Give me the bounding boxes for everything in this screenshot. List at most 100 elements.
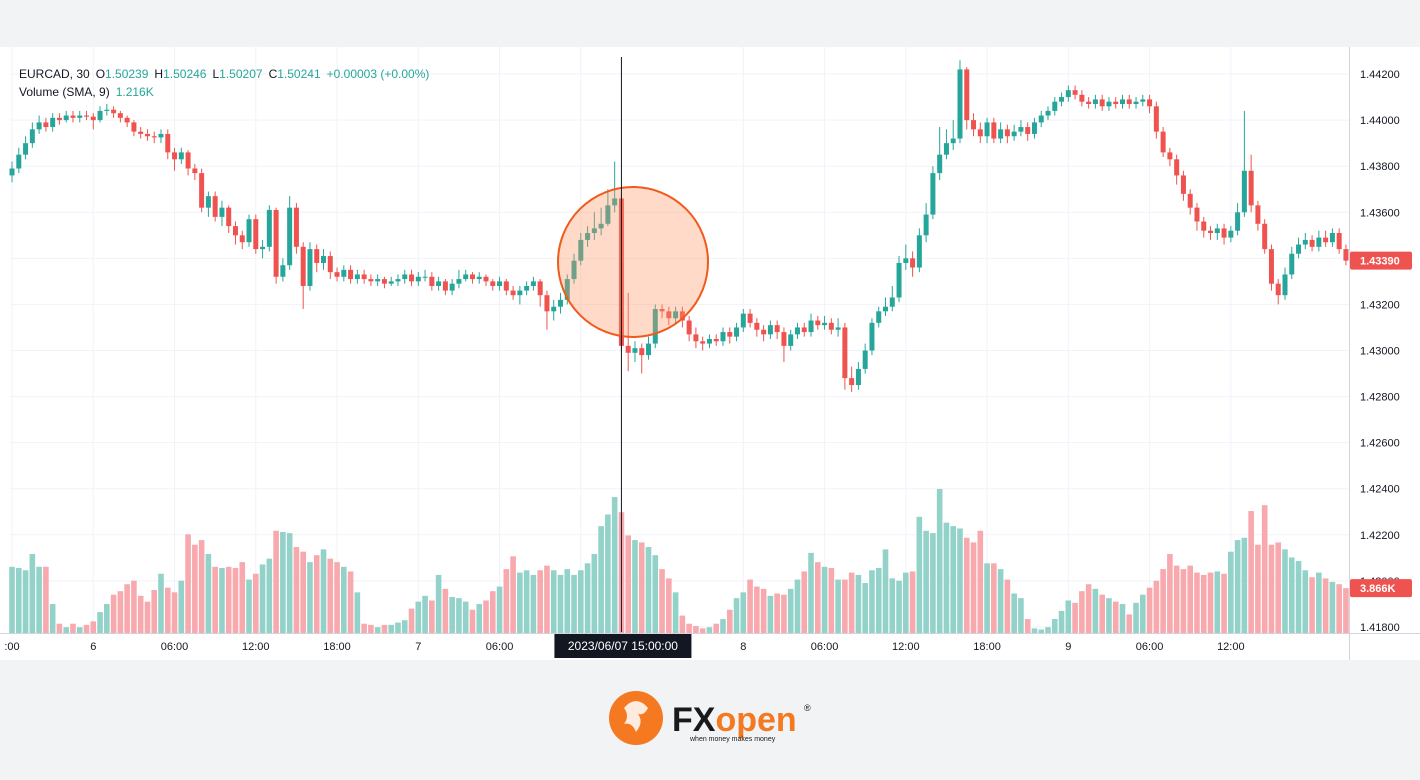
volume-bar xyxy=(185,534,191,633)
candle-body xyxy=(706,338,712,344)
candle-body xyxy=(930,173,936,215)
candle-body xyxy=(1004,129,1010,137)
volume-bar xyxy=(429,600,435,633)
candle-body xyxy=(1282,274,1288,296)
candle-body xyxy=(463,274,469,280)
volume-bar xyxy=(1119,603,1126,633)
volume-bar xyxy=(523,570,530,633)
volume-bar xyxy=(1255,544,1261,633)
volume-bar xyxy=(496,586,503,633)
candle-body xyxy=(612,198,618,206)
candle-body xyxy=(70,115,76,118)
volume-bar xyxy=(869,570,875,633)
candle-body xyxy=(90,116,96,121)
volume-bar xyxy=(374,627,381,633)
candle-body xyxy=(97,110,103,121)
volume-bar xyxy=(903,572,909,633)
candle-body xyxy=(158,133,164,138)
candle-body xyxy=(293,207,299,247)
candle-body xyxy=(605,205,611,224)
y-tick-label: 1.42800 xyxy=(1360,392,1400,404)
crosshair-label: 2023/06/07 15:00:00 xyxy=(568,639,678,653)
volume-bar xyxy=(462,601,469,633)
volume-bar xyxy=(178,580,185,633)
volume-bar xyxy=(164,587,171,633)
candle-body xyxy=(679,311,685,321)
volume-pane xyxy=(9,488,1349,633)
volume-bar xyxy=(198,540,205,633)
y-tick-label: 1.42200 xyxy=(1360,530,1400,542)
candle-body xyxy=(794,327,800,335)
candle-body xyxy=(883,306,889,312)
volume-bar xyxy=(774,593,780,633)
candle-body xyxy=(842,327,848,379)
x-tick-label: :00 xyxy=(4,641,19,653)
candle-body xyxy=(1208,230,1214,234)
candle-body xyxy=(172,152,178,160)
volume-bar xyxy=(1207,572,1214,633)
volume-bar xyxy=(286,533,293,633)
crosshair-label-box xyxy=(554,634,692,658)
candle-body xyxy=(585,233,591,240)
volume-bar xyxy=(544,565,550,633)
candle-body xyxy=(761,329,767,335)
l-value: 1.50207 xyxy=(219,67,263,81)
volume-bar xyxy=(1004,579,1011,633)
candle-body xyxy=(971,120,977,130)
candle-body xyxy=(436,281,442,286)
volume-bar xyxy=(381,624,388,633)
candle-body xyxy=(788,334,794,346)
candle-body xyxy=(348,269,354,280)
volume-bar xyxy=(1092,588,1099,633)
volume-bar xyxy=(131,580,137,633)
candle-body xyxy=(144,133,150,137)
candle-body xyxy=(1052,101,1058,111)
candle-body xyxy=(828,322,834,330)
candle-body xyxy=(767,325,773,335)
candle-body xyxy=(1072,90,1078,95)
candle-body xyxy=(1255,205,1261,224)
candle-body xyxy=(232,226,238,236)
last-volume-box xyxy=(1350,579,1412,598)
candle-body xyxy=(754,322,760,330)
volume-bar xyxy=(1261,505,1268,633)
volume-bar xyxy=(984,563,990,633)
volume-bar xyxy=(550,570,557,633)
volume-bar xyxy=(361,623,367,633)
last-volume-label: 3.866K xyxy=(1360,583,1396,595)
candle-body xyxy=(1214,228,1220,234)
candle-body xyxy=(327,256,333,273)
candle-body xyxy=(551,306,557,312)
candle-body xyxy=(984,122,990,137)
c-label: C xyxy=(269,67,278,81)
volume-bar xyxy=(1011,593,1017,633)
logo-mark xyxy=(624,701,648,732)
volume-bar xyxy=(456,598,462,633)
y-tick-label: 1.44000 xyxy=(1360,115,1400,127)
volume-bar xyxy=(16,567,22,633)
volume-bar xyxy=(611,497,618,633)
volume-bar xyxy=(212,566,218,633)
candle-body xyxy=(1268,249,1274,284)
volume-bar xyxy=(1187,565,1194,633)
volume-bar xyxy=(1214,571,1221,633)
candle-body xyxy=(23,143,29,155)
x-tick-label: 06:00 xyxy=(161,641,189,653)
volume-bar xyxy=(415,601,422,633)
candle-body xyxy=(1235,212,1241,231)
volume-bar xyxy=(266,558,273,633)
volume-bar xyxy=(977,530,984,633)
volume-bar xyxy=(875,567,882,633)
volume-bar xyxy=(625,535,632,633)
candle-body xyxy=(1275,283,1281,296)
x-tick-label: 12:00 xyxy=(1217,641,1245,653)
volume-bar xyxy=(1200,574,1207,633)
change: +0.00003 (+0.00%) xyxy=(327,67,430,81)
candle-body xyxy=(632,348,638,353)
volume-bar xyxy=(151,590,158,633)
volume-bar xyxy=(1221,573,1227,633)
volume-bar xyxy=(1275,542,1282,633)
volume-bar xyxy=(767,595,774,633)
x-tick-label: 12:00 xyxy=(892,641,920,653)
candle-body xyxy=(1262,223,1268,250)
